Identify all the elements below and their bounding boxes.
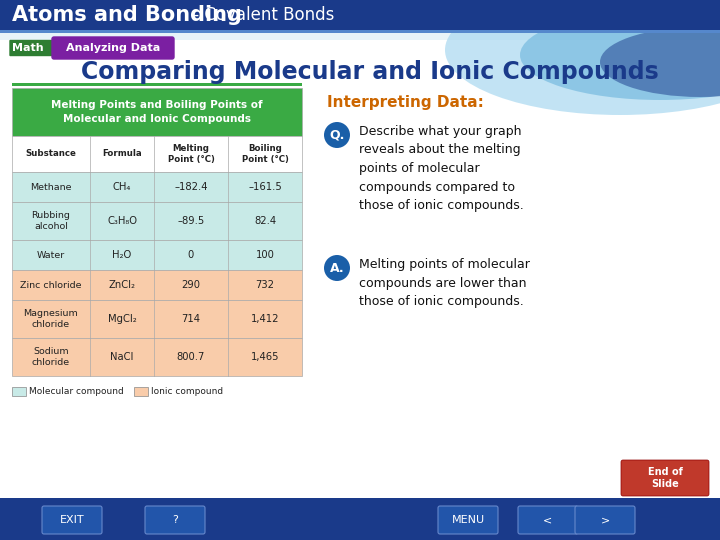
Text: 100: 100 — [256, 250, 274, 260]
Text: <: < — [544, 515, 553, 525]
FancyBboxPatch shape — [575, 506, 635, 534]
FancyBboxPatch shape — [12, 300, 302, 338]
Text: Analyzing Data: Analyzing Data — [66, 43, 160, 53]
FancyBboxPatch shape — [621, 460, 709, 496]
Text: 1,465: 1,465 — [251, 352, 279, 362]
Text: 714: 714 — [181, 314, 200, 324]
Text: Melting Points and Boiling Points of
Molecular and Ionic Compounds: Melting Points and Boiling Points of Mol… — [51, 100, 263, 124]
FancyBboxPatch shape — [12, 338, 302, 376]
Text: Math: Math — [12, 43, 44, 53]
FancyBboxPatch shape — [0, 498, 720, 540]
FancyBboxPatch shape — [12, 83, 302, 86]
FancyBboxPatch shape — [0, 40, 720, 540]
FancyBboxPatch shape — [0, 30, 720, 33]
Text: –182.4: –182.4 — [174, 182, 208, 192]
Text: A.: A. — [330, 261, 344, 274]
Text: Interpreting Data:: Interpreting Data: — [327, 95, 484, 110]
Text: Methane: Methane — [30, 183, 72, 192]
Text: Melting
Point (°C): Melting Point (°C) — [168, 144, 215, 164]
FancyBboxPatch shape — [438, 506, 498, 534]
FancyBboxPatch shape — [12, 240, 302, 270]
FancyBboxPatch shape — [145, 506, 205, 534]
Text: Comparing Molecular and Ionic Compounds: Comparing Molecular and Ionic Compounds — [81, 60, 659, 84]
Text: Formula: Formula — [102, 150, 142, 159]
Text: ZnCl₂: ZnCl₂ — [109, 280, 135, 290]
Text: C₃H₈O: C₃H₈O — [107, 216, 137, 226]
FancyBboxPatch shape — [12, 136, 302, 172]
Text: –89.5: –89.5 — [177, 216, 204, 226]
Text: Describe what your graph
reveals about the melting
points of molecular
compounds: Describe what your graph reveals about t… — [359, 125, 523, 212]
Text: 1,412: 1,412 — [251, 314, 279, 324]
Text: Molecular compound: Molecular compound — [29, 387, 124, 396]
Text: - Covalent Bonds: - Covalent Bonds — [188, 6, 334, 24]
Circle shape — [324, 122, 350, 148]
Text: H₂O: H₂O — [112, 250, 132, 260]
Text: End of
Slide: End of Slide — [647, 467, 683, 489]
Text: Magnesium
chloride: Magnesium chloride — [24, 309, 78, 329]
FancyBboxPatch shape — [518, 506, 578, 534]
FancyBboxPatch shape — [12, 202, 302, 240]
Text: MENU: MENU — [451, 515, 485, 525]
FancyBboxPatch shape — [0, 0, 720, 30]
Ellipse shape — [445, 0, 720, 115]
Text: 800.7: 800.7 — [177, 352, 205, 362]
Ellipse shape — [520, 10, 720, 100]
Text: Rubbing
alcohol: Rubbing alcohol — [32, 211, 71, 231]
Text: Water: Water — [37, 251, 65, 260]
Text: Melting points of molecular
compounds are lower than
those of ionic compounds.: Melting points of molecular compounds ar… — [359, 258, 530, 308]
Text: Q.: Q. — [329, 129, 345, 141]
FancyBboxPatch shape — [12, 88, 302, 136]
Text: CH₄: CH₄ — [113, 182, 131, 192]
FancyBboxPatch shape — [42, 506, 102, 534]
Text: Atoms and Bonding: Atoms and Bonding — [12, 5, 242, 25]
Text: >: > — [600, 515, 610, 525]
Text: 290: 290 — [181, 280, 200, 290]
FancyBboxPatch shape — [12, 172, 302, 202]
Circle shape — [324, 255, 350, 281]
FancyBboxPatch shape — [52, 37, 174, 59]
Text: ?: ? — [172, 515, 178, 525]
Text: 82.4: 82.4 — [254, 216, 276, 226]
FancyBboxPatch shape — [134, 387, 148, 396]
Text: Ionic compound: Ionic compound — [151, 387, 223, 396]
Text: –161.5: –161.5 — [248, 182, 282, 192]
Text: 0: 0 — [188, 250, 194, 260]
Text: MgCl₂: MgCl₂ — [107, 314, 136, 324]
FancyArrow shape — [10, 40, 61, 56]
Text: EXIT: EXIT — [60, 515, 84, 525]
Ellipse shape — [600, 27, 720, 97]
Text: NaCl: NaCl — [110, 352, 134, 362]
Text: Substance: Substance — [26, 150, 76, 159]
FancyBboxPatch shape — [12, 387, 26, 396]
FancyBboxPatch shape — [12, 270, 302, 300]
Text: 732: 732 — [256, 280, 274, 290]
Text: Sodium
chloride: Sodium chloride — [32, 347, 70, 367]
Text: Boiling
Point (°C): Boiling Point (°C) — [242, 144, 289, 164]
Text: Zinc chloride: Zinc chloride — [20, 280, 82, 289]
